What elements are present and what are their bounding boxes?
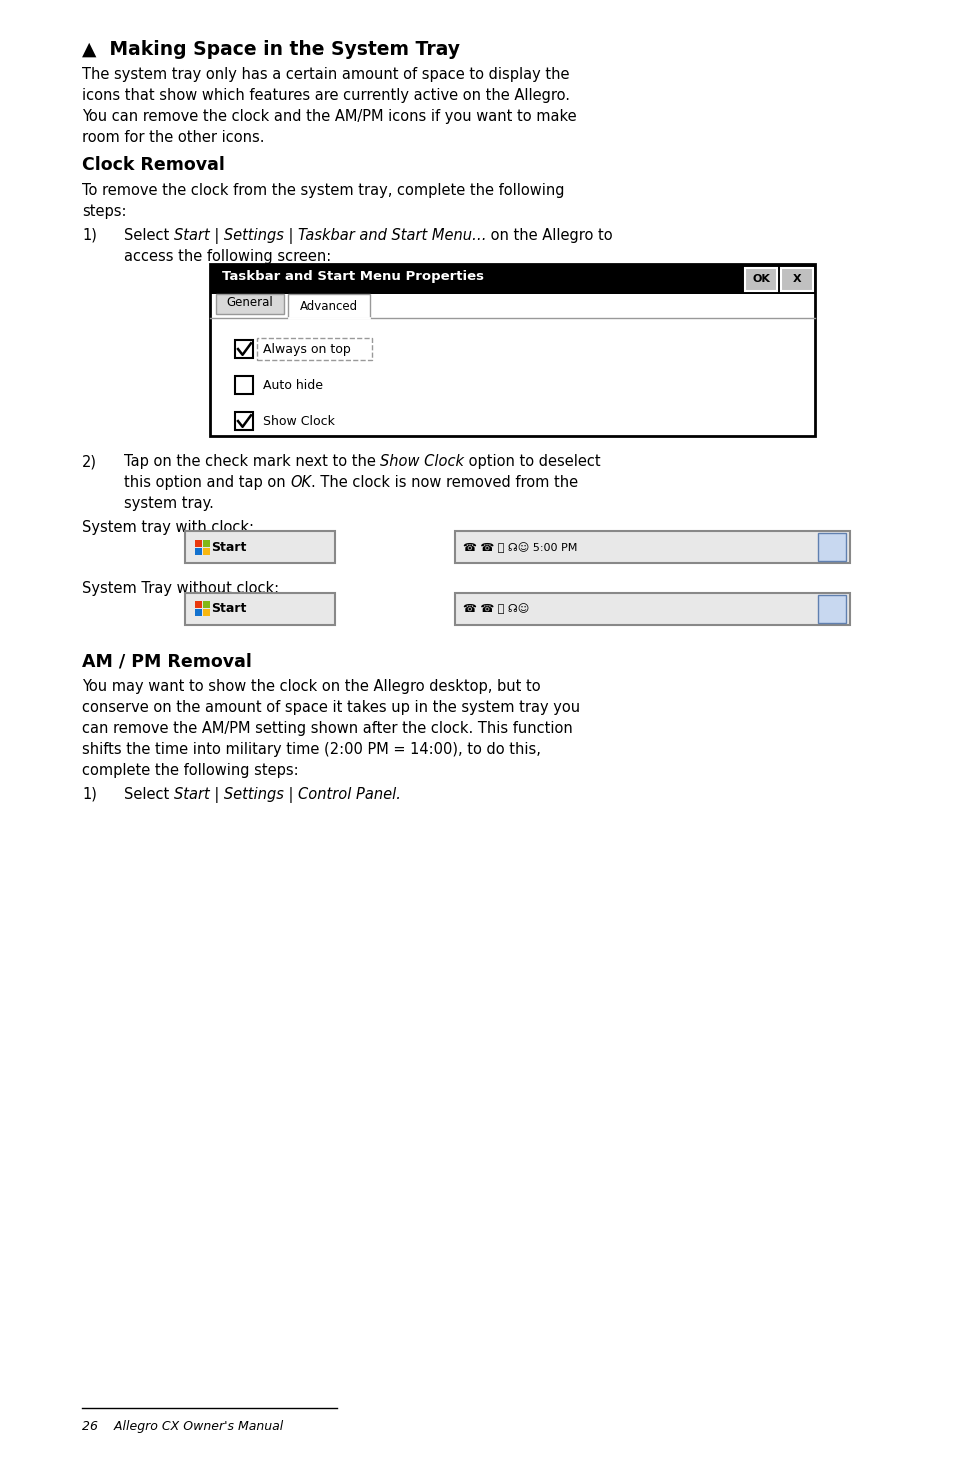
Text: on the Allegro to: on the Allegro to xyxy=(486,227,613,242)
Text: Clock Removal: Clock Removal xyxy=(82,156,225,174)
Text: 1): 1) xyxy=(82,786,97,802)
Text: To remove the clock from the system tray, complete the following: To remove the clock from the system tray… xyxy=(82,183,564,198)
FancyBboxPatch shape xyxy=(210,264,814,437)
Text: System Tray without clock:: System Tray without clock: xyxy=(82,581,279,596)
FancyBboxPatch shape xyxy=(202,547,210,555)
FancyBboxPatch shape xyxy=(234,341,253,358)
Text: You can remove the clock and the AM/PM icons if you want to make: You can remove the clock and the AM/PM i… xyxy=(82,109,576,124)
Text: Taskbar and Start Menu Properties: Taskbar and Start Menu Properties xyxy=(222,270,483,283)
Text: Advanced: Advanced xyxy=(299,299,357,313)
Text: conserve on the amount of space it takes up in the system tray you: conserve on the amount of space it takes… xyxy=(82,701,579,715)
Text: System tray with clock:: System tray with clock: xyxy=(82,521,253,535)
Text: Select: Select xyxy=(124,227,173,242)
Text: ☎ ☎ 💣 ☊☺ 5:00 PM: ☎ ☎ 💣 ☊☺ 5:00 PM xyxy=(462,541,577,553)
Text: General: General xyxy=(227,295,274,308)
Text: 1): 1) xyxy=(82,227,97,242)
Text: icons that show which features are currently active on the Allegro.: icons that show which features are curre… xyxy=(82,88,569,103)
Text: Show Clock: Show Clock xyxy=(380,454,464,469)
Text: OK: OK xyxy=(290,475,311,490)
Text: steps:: steps: xyxy=(82,204,127,218)
FancyBboxPatch shape xyxy=(194,547,202,555)
FancyBboxPatch shape xyxy=(234,376,253,394)
FancyBboxPatch shape xyxy=(210,264,814,294)
Text: Start: Start xyxy=(211,602,246,615)
Text: room for the other icons.: room for the other icons. xyxy=(82,130,264,146)
Text: 2): 2) xyxy=(82,454,97,469)
Text: ☎ ☎ 💣 ☊☺: ☎ ☎ 💣 ☊☺ xyxy=(462,603,529,614)
Text: access the following screen:: access the following screen: xyxy=(124,249,331,264)
Text: AM / PM Removal: AM / PM Removal xyxy=(82,652,252,671)
Text: 26    Allegro CX Owner's Manual: 26 Allegro CX Owner's Manual xyxy=(82,1420,283,1434)
Text: Start | Settings | Taskbar and Start Menu…: Start | Settings | Taskbar and Start Men… xyxy=(173,227,486,243)
FancyBboxPatch shape xyxy=(455,531,849,563)
Text: . The clock is now removed from the: . The clock is now removed from the xyxy=(311,475,578,490)
FancyBboxPatch shape xyxy=(288,294,370,319)
Text: Start | Settings | Control Panel.: Start | Settings | Control Panel. xyxy=(173,786,400,802)
FancyBboxPatch shape xyxy=(234,412,253,431)
Text: OK: OK xyxy=(751,274,769,285)
Text: The system tray only has a certain amount of space to display the: The system tray only has a certain amoun… xyxy=(82,68,569,83)
Text: Show Clock: Show Clock xyxy=(263,414,335,428)
Text: X: X xyxy=(792,274,801,285)
FancyBboxPatch shape xyxy=(455,593,849,624)
Text: complete the following steps:: complete the following steps: xyxy=(82,763,298,777)
Text: option to deselect: option to deselect xyxy=(464,454,600,469)
Text: shifts the time into military time (2:00 PM = 14:00), to do this,: shifts the time into military time (2:00… xyxy=(82,742,540,757)
Text: Always on top: Always on top xyxy=(263,342,351,355)
Text: You may want to show the clock on the Allegro desktop, but to: You may want to show the clock on the Al… xyxy=(82,678,540,693)
FancyBboxPatch shape xyxy=(185,531,335,563)
Text: Select: Select xyxy=(124,786,173,802)
FancyBboxPatch shape xyxy=(202,609,210,617)
FancyBboxPatch shape xyxy=(194,540,202,547)
FancyBboxPatch shape xyxy=(744,267,776,291)
Text: system tray.: system tray. xyxy=(124,496,213,510)
Text: Tap on the check mark next to the: Tap on the check mark next to the xyxy=(124,454,380,469)
FancyBboxPatch shape xyxy=(202,540,210,547)
Text: Start: Start xyxy=(211,541,246,553)
FancyBboxPatch shape xyxy=(194,600,202,608)
Text: ▲  Making Space in the System Tray: ▲ Making Space in the System Tray xyxy=(82,40,459,59)
FancyBboxPatch shape xyxy=(817,534,845,562)
FancyBboxPatch shape xyxy=(194,609,202,617)
FancyBboxPatch shape xyxy=(817,594,845,622)
FancyBboxPatch shape xyxy=(215,294,284,314)
Text: Auto hide: Auto hide xyxy=(263,379,323,391)
Text: can remove the AM/PM setting shown after the clock. This function: can remove the AM/PM setting shown after… xyxy=(82,721,572,736)
FancyBboxPatch shape xyxy=(781,267,812,291)
FancyBboxPatch shape xyxy=(202,600,210,608)
FancyBboxPatch shape xyxy=(185,593,335,624)
Text: this option and tap on: this option and tap on xyxy=(124,475,290,490)
